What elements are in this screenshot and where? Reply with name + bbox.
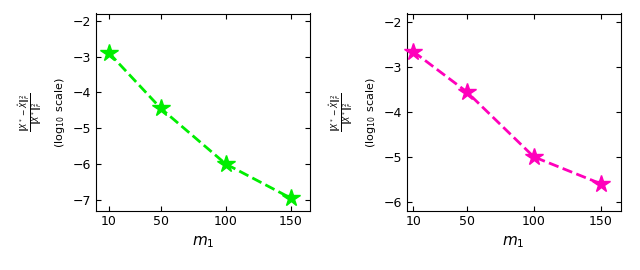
X-axis label: $m_1$: $m_1$ (502, 234, 525, 250)
Y-axis label: $\frac{\|X^* - \hat{X}\|_F^2}{\|X^*\|_F^2}$
($\log_{10}$ scale): $\frac{\|X^* - \hat{X}\|_F^2}{\|X^*\|_F^… (328, 76, 378, 148)
Y-axis label: $\frac{\|X^* - \hat{X}\|_F^2}{\|X^*\|_F^2}$
($\log_{10}$ scale): $\frac{\|X^* - \hat{X}\|_F^2}{\|X^*\|_F^… (17, 76, 67, 148)
X-axis label: $m_1$: $m_1$ (192, 234, 214, 250)
